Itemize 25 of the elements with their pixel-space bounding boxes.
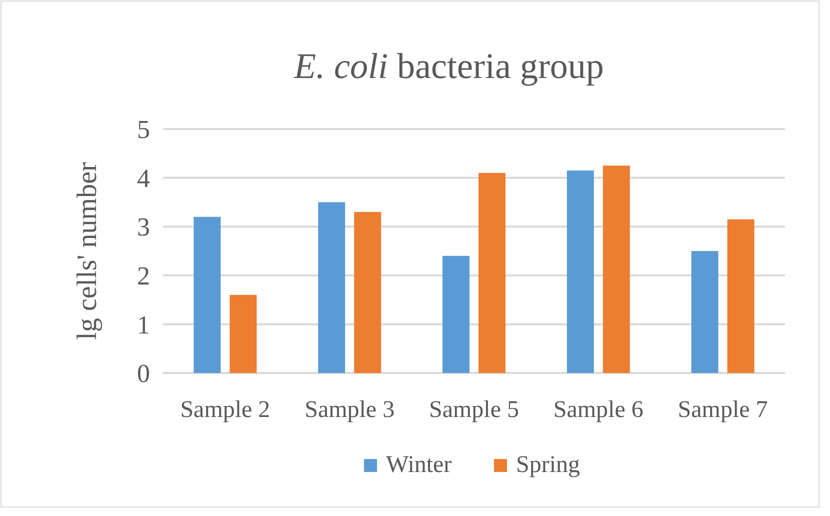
bar [691,251,718,373]
bar [194,216,221,373]
y-tick-label: 3 [137,212,150,242]
y-tick-label: 4 [137,164,150,193]
bar [602,166,630,373]
x-tick-label: Sample 7 [678,397,768,423]
y-tick-label: 1 [137,310,150,340]
bar [442,256,470,373]
x-tick-label: Sample 2 [180,397,270,423]
chart-title: E. coli bacteria group [293,46,604,86]
bar [566,170,594,373]
y-tick-label: 5 [137,115,150,144]
bar [478,172,506,373]
y-axis-title: lg cells' number [72,161,103,340]
y-tick-label: 2 [137,262,150,290]
x-tick-label: Sample 6 [553,397,644,423]
bar [318,202,346,373]
bar [230,294,257,373]
legend-label: Spring [516,452,580,478]
legend-label: Winter [386,452,452,478]
x-tick-label: Sample 3 [304,397,395,423]
x-tick-label: Sample 5 [429,397,519,423]
bar [727,219,754,373]
y-tick-label: 0 [137,359,150,388]
bar [354,212,382,373]
